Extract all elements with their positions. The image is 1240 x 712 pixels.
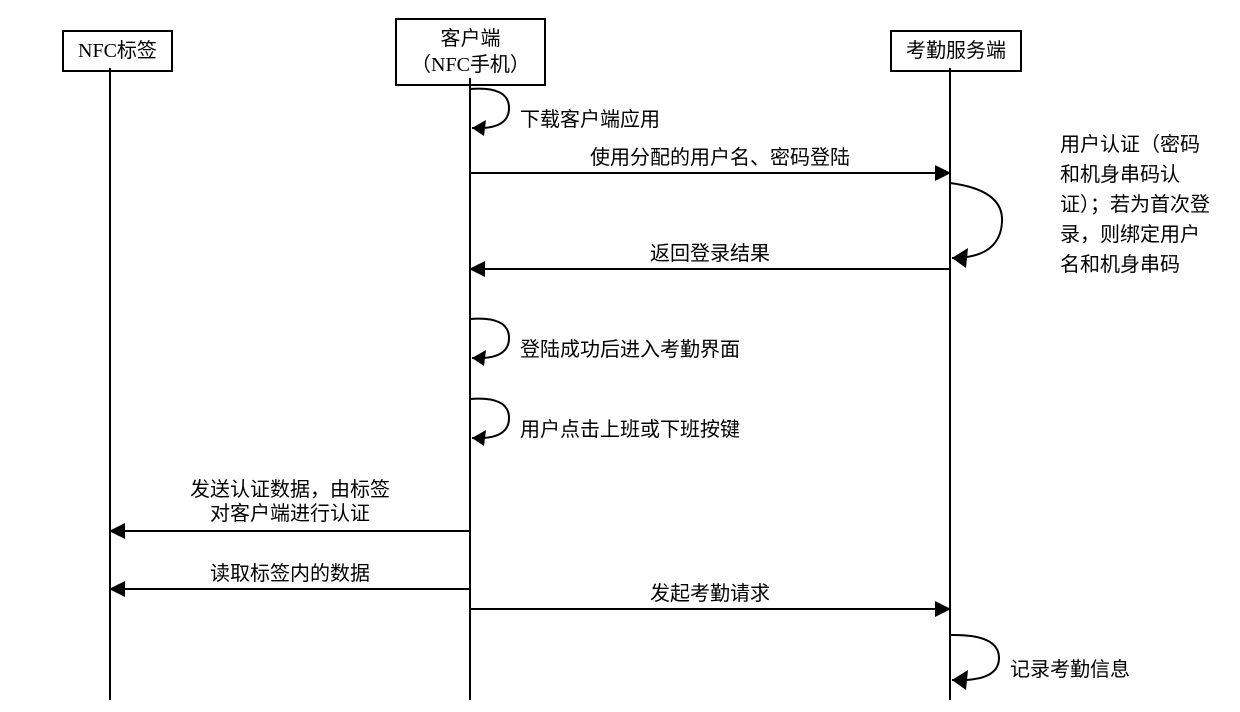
- msg-line-send-auth: [111, 530, 469, 532]
- msg-line-attendance-req: [471, 608, 949, 610]
- msg-enter-ui: 登陆成功后进入考勤界面: [520, 338, 740, 362]
- auth-note: 用户认证（密码和机身串码认证）；若为首次登录，则绑定用户名和机身串码: [1060, 130, 1210, 280]
- self-loop-download: [454, 86, 524, 141]
- msg-send-auth: 发送认证数据，由标签 对客户端进行认证: [155, 478, 425, 526]
- msg-login: 使用分配的用户名、密码登陆: [540, 146, 900, 170]
- self-loop-record: [934, 632, 1014, 693]
- msg-line-read-tag: [111, 588, 469, 590]
- self-loop-auth: [934, 180, 1014, 275]
- actor-label-line2: （NFC手机）: [411, 54, 530, 76]
- msg-read-tag: 读取标签内的数据: [180, 562, 400, 586]
- actor-label: NFC标签: [78, 40, 157, 62]
- msg-click-button: 用户点击上班或下班按键: [520, 418, 740, 442]
- self-loop-enter-ui: [454, 316, 524, 371]
- msg-record: 记录考勤信息: [1010, 658, 1130, 682]
- msg-attendance-req: 发起考勤请求: [620, 582, 800, 606]
- msg-login-result: 返回登录结果: [600, 242, 820, 266]
- msg-download: 下载客户端应用: [520, 108, 660, 132]
- self-loop-click-button: [454, 396, 524, 451]
- actor-label-line1: 客户端: [440, 28, 500, 50]
- actor-label: 考勤服务端: [906, 40, 1006, 62]
- msg-line-login-result: [471, 268, 949, 270]
- actor-server: 考勤服务端: [890, 30, 1022, 72]
- actor-nfc-tag: NFC标签: [62, 30, 173, 72]
- lifeline-nfc-tag: [109, 68, 111, 700]
- msg-line-login: [471, 172, 949, 174]
- actor-client: 客户端 （NFC手机）: [395, 18, 546, 86]
